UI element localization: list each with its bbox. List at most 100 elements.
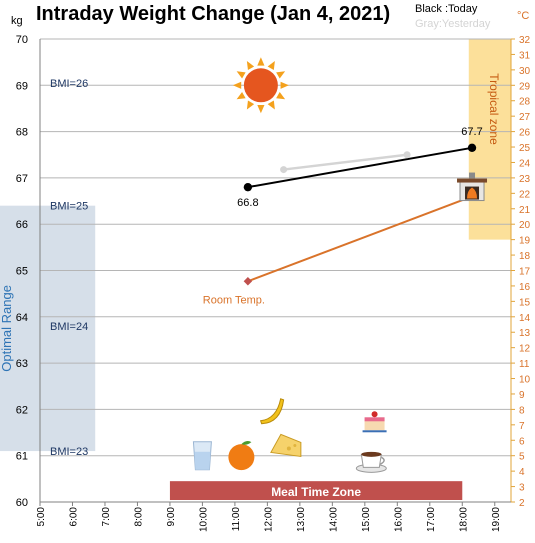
banana-body	[259, 398, 285, 425]
water-glass-icon	[192, 441, 212, 471]
cup-coffee	[361, 451, 382, 457]
y-left-tick-label: 67	[16, 173, 28, 185]
series-line-yesterday	[283, 153, 408, 171]
x-tick-label: 5:00	[36, 507, 47, 527]
cheese-hole	[293, 443, 297, 447]
series-point-yesterday	[280, 166, 288, 174]
sun-ray	[236, 92, 246, 100]
cake-plate	[362, 430, 387, 433]
y-left-tick-label: 66	[16, 219, 28, 231]
y-right-tick-label: 4	[519, 467, 525, 478]
sun-ray	[267, 61, 275, 71]
y-left-tick-label: 63	[16, 358, 28, 370]
x-tick-label: 17:00	[426, 507, 437, 532]
bmi-label: BMI=23	[50, 446, 88, 458]
coffee-cup-icon	[355, 451, 387, 473]
orange-icon	[228, 440, 255, 471]
y-left-tick-label: 69	[16, 80, 28, 92]
room-temp-label: Room Temp.	[203, 294, 265, 306]
cake-body	[364, 420, 385, 431]
fireplace-icon	[457, 172, 488, 202]
y-right-tick-label: 9	[519, 390, 525, 401]
data-label: 66.8	[237, 197, 258, 209]
y-right-tick-label: 24	[519, 158, 531, 169]
y-right-tick-label: 5	[519, 452, 525, 463]
sun-ray	[232, 81, 242, 89]
y-right-tick-label: 18	[519, 251, 531, 262]
x-tick-label: 15:00	[361, 507, 372, 532]
y-right-tick-label: 3	[519, 483, 525, 494]
y-right-tick-label: 11	[519, 359, 530, 370]
tropical-zone-label: Tropical zone	[487, 73, 501, 145]
sun-ray	[257, 57, 265, 66]
fireplace-mantel	[457, 178, 488, 183]
bmi-label: BMI=25	[50, 201, 88, 213]
series-line-room_temp	[247, 195, 473, 283]
optimal-range-zone	[0, 205, 96, 452]
x-tick-label: 13:00	[296, 507, 307, 532]
glass-water	[194, 451, 211, 470]
y-right-tick-label: 19	[519, 236, 531, 247]
y-right-tick-label: 27	[519, 112, 531, 123]
sun-ray	[276, 71, 286, 79]
y-left-tick-label: 60	[16, 497, 28, 509]
meal-time-zone	[169, 481, 463, 500]
sun-ray	[257, 104, 265, 114]
cheese-body	[270, 433, 302, 458]
bmi-label: BMI=24	[50, 321, 88, 333]
y-right-tick-label: 20	[519, 220, 531, 231]
orange-body	[228, 444, 255, 471]
y-right-tick-label: 13	[519, 328, 531, 339]
fireplace-flame	[467, 187, 478, 199]
y-right-tick-label: 28	[519, 97, 531, 108]
y-right-tick-label: 22	[519, 189, 531, 200]
series-point-yesterday	[403, 151, 411, 159]
fireplace-chimney	[469, 172, 476, 179]
y-right-tick-label: 10	[519, 375, 531, 386]
y-left-tick-label: 70	[16, 34, 28, 46]
y-right-tick-label: 8	[519, 405, 525, 416]
y-left-unit: kg	[11, 15, 23, 27]
sun-ray	[246, 61, 255, 71]
x-tick-label: 8:00	[133, 507, 144, 527]
y-left-tick-label: 68	[16, 127, 28, 139]
y-right-tick-label: 23	[519, 174, 531, 185]
sun-ray	[276, 92, 286, 100]
y-right-tick-label: 7	[519, 421, 525, 432]
y-right-tick-label: 15	[519, 297, 531, 308]
optimal-range-label: Optimal Range	[0, 285, 14, 372]
y-left-tick-label: 64	[16, 312, 28, 324]
cheese-hole	[286, 446, 291, 451]
bmi-label: BMI=26	[50, 78, 88, 90]
series-point-today	[243, 182, 253, 192]
tropical-zone	[468, 39, 511, 240]
x-tick-label: 12:00	[263, 507, 274, 532]
series-point-today	[467, 143, 477, 153]
y-right-tick-label: 21	[519, 205, 531, 216]
y-right-tick-label: 32	[519, 35, 531, 46]
cake-cherry	[371, 411, 378, 418]
cake-icon	[362, 411, 387, 433]
y-right-tick-label: 12	[519, 344, 531, 355]
series-point-room_temp	[243, 277, 253, 286]
y-left-tick-label: 62	[16, 404, 28, 416]
legend-yesterday: Gray:Yesterday	[415, 18, 491, 30]
sun-ray	[267, 100, 275, 110]
sun-ray	[280, 81, 289, 89]
y-right-tick-label: 2	[519, 498, 525, 509]
x-tick-label: 16:00	[393, 507, 404, 532]
y-right-tick-label: 29	[519, 81, 531, 92]
x-tick-label: 9:00	[166, 507, 177, 527]
sun-disc	[243, 68, 278, 103]
sun-ray	[246, 100, 255, 110]
y-right-tick-label: 30	[519, 66, 531, 77]
x-tick-label: 14:00	[328, 507, 339, 532]
x-tick-label: 10:00	[198, 507, 209, 532]
cup-handle	[379, 456, 385, 465]
legend-today: Black :Today	[415, 3, 478, 15]
y-right-tick-label: 26	[519, 128, 531, 139]
y-right-tick-label: 17	[519, 267, 531, 278]
sun-ray	[236, 71, 246, 79]
x-tick-label: 7:00	[101, 507, 112, 527]
